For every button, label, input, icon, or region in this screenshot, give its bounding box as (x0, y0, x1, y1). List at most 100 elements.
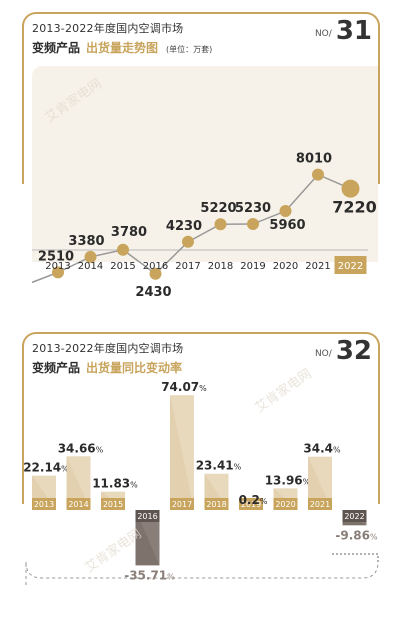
chart-number: NO/31 (315, 16, 372, 46)
bracket-line (25, 561, 379, 579)
data-point (247, 218, 259, 231)
data-point (214, 218, 227, 231)
chart-number-label: NO/ (314, 29, 332, 39)
line-chart-area (32, 66, 378, 262)
x-tick-label: 2015 (110, 261, 135, 272)
value-suffix: % (130, 481, 138, 490)
value-suffix: % (303, 477, 311, 486)
x-tick-label: 2013 (45, 261, 70, 272)
category-tag (204, 498, 229, 510)
data-point (84, 250, 97, 263)
category-tag (239, 498, 263, 510)
data-label: 3380 (68, 234, 104, 249)
value-suffix: % (167, 572, 175, 581)
value-label: 74.07% (161, 380, 207, 394)
x-tick-label: 2022 (338, 261, 363, 272)
chart-title-black: 变频产品 (32, 361, 81, 375)
data-label: 5230 (235, 201, 271, 216)
data-point (341, 179, 360, 198)
category-label: 2014 (68, 500, 88, 509)
data-label: 8010 (296, 152, 332, 167)
value-suffix: % (333, 446, 341, 455)
chart-title-gold: 出货量同比变动率 (86, 361, 183, 375)
series-line (57, 173, 351, 275)
panel-frame (22, 332, 380, 504)
category-label: 2016 (137, 512, 157, 521)
line-chart-panel: 2013-2022年度国内空调市场 变频产品 出货量走势图 (单位：万套) NO/3… (22, 12, 380, 300)
category-label: 2022 (344, 512, 364, 521)
panel-frame (22, 12, 380, 184)
category-label: 2013 (34, 500, 54, 509)
chart-number: NO/32 (315, 336, 372, 366)
category-tag (32, 498, 56, 510)
chart-number-label: NO/ (314, 349, 332, 359)
category-label: 2021 (310, 500, 330, 509)
value-label: 23.41% (196, 459, 242, 473)
data-point (279, 205, 292, 218)
data-point (149, 267, 162, 280)
chart-subtitle: 2013-2022年度国内空调市场 (32, 342, 184, 355)
category-label: 2015 (103, 500, 123, 509)
bar-chart-svg: 2013 22.14% 2014 34.66% 2015 11.83% 2016 -35.71… (23, 380, 379, 588)
category-label: 2018 (206, 500, 226, 509)
x-tick-label: 2019 (240, 261, 265, 272)
chart-subtitle: 2013-2022年度国内空调市场 (32, 22, 184, 35)
chart-unit: (单位：万套) (166, 45, 213, 54)
value-suffix: % (61, 465, 69, 474)
chart-title: 变频产品 出货量走势图 (单位：万套) (32, 39, 368, 56)
chart-title: 变频产品 出货量同比变动率 (32, 359, 368, 376)
category-tag (135, 510, 160, 522)
category-tag (273, 498, 298, 510)
tick-highlight (334, 256, 367, 274)
data-label: 3780 (111, 225, 147, 240)
value-label: 34.66% (58, 441, 104, 455)
data-label: 2430 (135, 285, 171, 300)
category-tag (101, 498, 125, 510)
value-suffix: % (199, 384, 207, 393)
category-label: 2019 (241, 500, 261, 509)
value-label: -9.86% (335, 528, 378, 542)
x-tick-label: 2018 (208, 261, 233, 272)
value-suffix: % (370, 532, 378, 541)
chart-title-gold: 出货量走势图 (86, 41, 159, 55)
value-label: 34.4% (303, 442, 341, 456)
bar-shade (308, 456, 332, 510)
category-tag (66, 498, 91, 510)
bar-shade (135, 510, 160, 566)
chart-header: 2013-2022年度国内空调市场 变频产品 出货量同比变动率 (32, 340, 368, 376)
value-label: 0.2% (239, 493, 268, 507)
x-tick-label: 2020 (273, 261, 298, 272)
category-tag (342, 510, 367, 522)
bar-shade (170, 395, 194, 510)
data-label: 2510 (38, 249, 74, 264)
data-point (52, 266, 64, 279)
bracket-line (332, 553, 379, 564)
data-label: 5960 (269, 218, 305, 233)
value-label: 13.96% (265, 473, 311, 487)
category-label: 2017 (172, 500, 192, 509)
x-tick-label: 2017 (175, 261, 200, 272)
value-suffix: % (234, 463, 242, 472)
value-label: -35.71% (124, 568, 175, 582)
category-label: 2020 (275, 500, 295, 509)
category-tag (308, 498, 332, 510)
value-suffix: % (260, 497, 268, 506)
data-label: 5220 (200, 201, 236, 216)
data-label: 4230 (166, 219, 202, 234)
value-label: 11.83% (92, 477, 138, 491)
x-tick-label: 2016 (143, 261, 168, 272)
data-label: 7220 (332, 198, 377, 217)
x-tick-label: 2021 (305, 261, 330, 272)
data-point (117, 243, 129, 256)
chart-number-value: 32 (335, 336, 372, 366)
data-point (182, 235, 194, 248)
chart-header: 2013-2022年度国内空调市场 变频产品 出货量走势图 (单位：万套) (32, 20, 368, 56)
data-point (312, 168, 324, 181)
value-label: 22.14% (23, 461, 69, 475)
category-tag (170, 498, 194, 510)
chart-number-value: 31 (335, 16, 372, 46)
chart-title-black: 变频产品 (32, 41, 81, 55)
value-suffix: % (96, 445, 104, 454)
bar-chart-panel: 2013-2022年度国内空调市场 变频产品 出货量同比变动率 NO/32 201… (22, 332, 380, 594)
